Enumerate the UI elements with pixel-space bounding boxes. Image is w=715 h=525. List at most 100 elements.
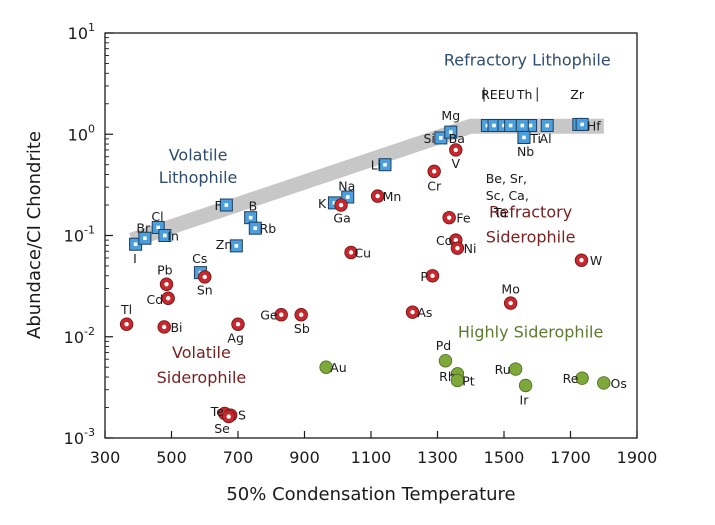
element-label: Pt <box>462 373 475 388</box>
element-label: U <box>506 87 515 102</box>
element-label: Sc, Ca, <box>486 188 529 203</box>
data-point-square-core <box>345 195 350 199</box>
element-label: Ru <box>495 362 511 377</box>
data-point-filled-circle <box>597 376 611 390</box>
data-point-square-core <box>522 135 526 140</box>
element-label: Si <box>423 131 434 146</box>
element-label: Na <box>338 179 355 194</box>
trend-band <box>129 118 604 248</box>
data-point-filled-circle <box>438 354 453 368</box>
x-tick-label: 1100 <box>351 448 392 467</box>
group-label: Highly Siderophile <box>458 323 603 342</box>
element-label: W <box>590 253 602 268</box>
element-label: Nb <box>517 144 534 159</box>
data-point-circle-core <box>298 312 304 317</box>
element-label: Ni <box>464 241 477 256</box>
element-label: Ba <box>449 131 465 146</box>
group-label: Siderophile <box>486 228 576 247</box>
element-label: K <box>318 196 327 211</box>
element-label: Cl <box>151 209 163 224</box>
element-label: Se <box>214 421 230 436</box>
y-tick-label: 100 <box>68 122 95 144</box>
element-label: S <box>238 408 246 423</box>
data-point-filled-circle <box>508 362 523 376</box>
data-point-square-core <box>439 136 443 140</box>
data-point-square-core <box>156 225 160 230</box>
data-point-square-core <box>580 122 584 127</box>
data-point-square-core <box>485 123 490 128</box>
element-label: Pb <box>157 263 173 278</box>
data-point-circle-core <box>453 147 458 153</box>
data-point-circle-core <box>453 237 458 243</box>
element-label: Mn <box>383 189 402 204</box>
element-label: V <box>452 156 461 171</box>
x-tick-label: 300 <box>90 448 121 467</box>
data-point-circle-core <box>446 215 452 220</box>
group-label: Volatile <box>172 343 231 362</box>
x-tick-label: 900 <box>289 448 320 467</box>
group-label: Refractory <box>489 203 572 222</box>
data-point-square-core <box>253 226 258 231</box>
y-tick-label: 10-2 <box>64 325 95 347</box>
element-label: Rb <box>260 221 277 236</box>
data-point-filled-circle <box>450 373 465 388</box>
data-point-square-core <box>508 123 513 128</box>
x-tick-label: 700 <box>223 448 254 467</box>
element-label: Ge <box>260 308 278 323</box>
element-label: Cs <box>192 251 207 266</box>
data-point-circle-core <box>235 322 241 327</box>
element-label: Re <box>563 371 579 386</box>
element-label: B <box>249 198 258 213</box>
data-point-square-core <box>449 130 453 134</box>
element-label: In <box>167 229 179 244</box>
data-point-square-core <box>492 123 496 128</box>
group-label: Volatile <box>169 146 228 165</box>
data-point-circle-core <box>164 282 169 287</box>
y-axis-label: Abundace/CI Chondrite <box>24 131 45 339</box>
data-point-circle-core <box>165 296 171 301</box>
data-point-square-core <box>545 123 550 128</box>
element-label: Os <box>611 376 627 391</box>
x-axis-label: 50% Condensation Temperature <box>226 484 515 505</box>
x-tick-label: 1300 <box>417 448 458 467</box>
element-label: Co <box>436 233 452 248</box>
element-label: Zn <box>216 237 233 252</box>
axis-layer: 300 500 700 900 1100 1300 1500 1700 1900 10-3 10-2… <box>64 21 658 467</box>
data-point-square-core <box>502 123 506 128</box>
element-label: Sb <box>294 321 310 336</box>
data-point-square-core <box>224 203 229 207</box>
data-point-square-core <box>383 162 387 167</box>
data-point-circle-core <box>161 324 167 330</box>
data-point-circle-core <box>124 322 129 327</box>
data-point-square-core <box>234 244 239 248</box>
element-label: P <box>420 269 428 284</box>
element-label: Th <box>516 87 533 102</box>
element-label: Cd <box>147 292 164 307</box>
element-label: F <box>214 198 221 213</box>
data-point-circle-core <box>202 274 207 280</box>
element-label: Tl <box>120 302 132 317</box>
element-label: Bi <box>170 320 182 335</box>
group-label: Lithophile <box>159 168 238 187</box>
element-label: Zr <box>570 87 585 102</box>
element-label: Te <box>210 404 225 419</box>
element-label: Mo <box>501 282 519 297</box>
element-label: Ir <box>520 393 530 408</box>
element-label: Ti <box>529 131 541 146</box>
data-point-circle-core <box>431 169 437 174</box>
group-label: Siderophile <box>157 368 247 387</box>
data-point-circle-core <box>508 300 513 306</box>
data-point-circle-core <box>375 193 380 199</box>
element-label: Au <box>330 360 346 375</box>
data-point-circle-core <box>430 273 435 278</box>
data-point-circle-core <box>579 258 584 263</box>
data-point-circle-core <box>226 414 231 419</box>
y-tick-label: 101 <box>68 21 95 43</box>
data-point-square-core <box>133 242 138 247</box>
element-label: Sn <box>197 282 213 297</box>
y-tick-label: 10-1 <box>64 224 95 246</box>
element-label: Al <box>540 131 552 146</box>
data-point-square-core <box>332 201 337 205</box>
data-point-square-core <box>163 233 167 238</box>
